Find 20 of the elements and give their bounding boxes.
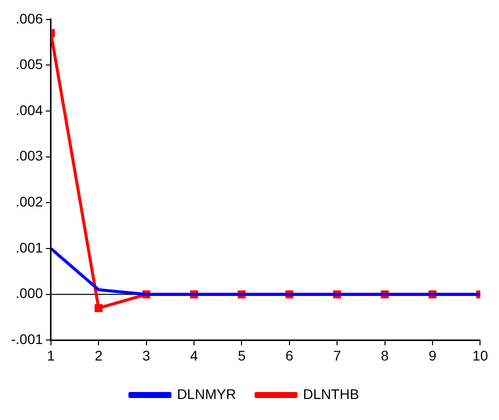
y-tick-label: .003 [16, 148, 44, 164]
x-tick-label: 1 [47, 347, 56, 364]
legend-label: DLNMYR [176, 386, 236, 402]
x-tick-label: 2 [94, 347, 103, 364]
x-tick-label: 5 [238, 347, 246, 364]
x-tick-label: 9 [428, 347, 437, 364]
y-tick-label: .000 [16, 285, 44, 302]
legend-label: DLNTHB [303, 386, 360, 402]
x-tick-label: 4 [190, 347, 198, 364]
x-tick-label: 6 [286, 347, 294, 364]
x-tick-label: 10 [472, 347, 488, 364]
y-tick-label: .004 [16, 102, 44, 118]
y-tick-label: .001 [16, 239, 44, 256]
y-tick-label: .005 [16, 56, 44, 72]
x-tick-label: 7 [333, 347, 342, 364]
x-tick-label: 8 [380, 347, 389, 364]
y-tick-label: .002 [16, 194, 44, 210]
x-tick-label: 3 [142, 347, 150, 364]
y-tick-label: -.001 [10, 331, 44, 348]
y-tick-label: .006 [16, 10, 44, 26]
